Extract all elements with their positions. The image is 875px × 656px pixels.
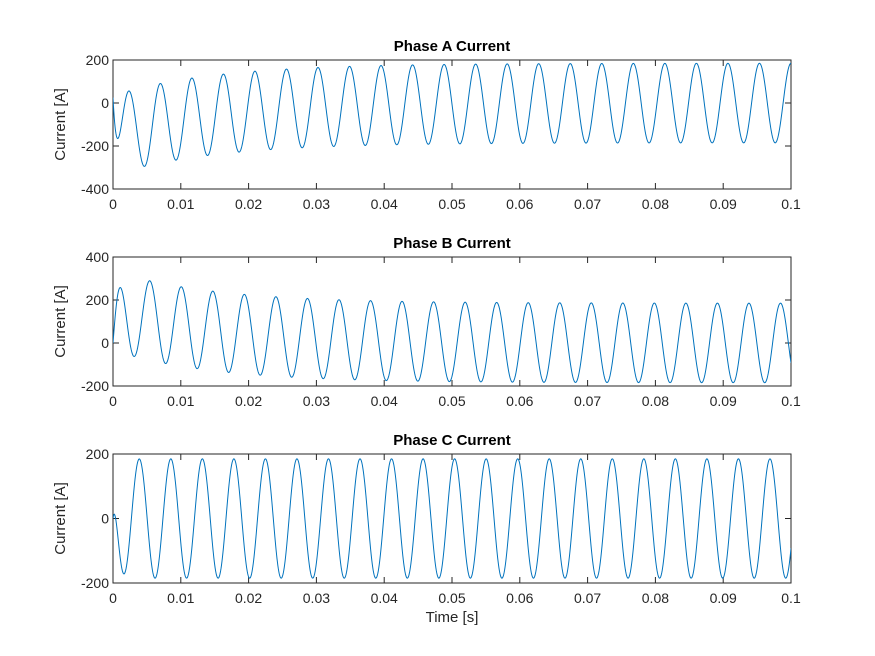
- chart-title: Phase C Current: [393, 432, 511, 449]
- x-tick-label: 0.04: [371, 196, 398, 212]
- series-line: [113, 280, 791, 384]
- x-tick-label: 0.06: [506, 393, 533, 409]
- y-tick-label: -400: [81, 181, 109, 197]
- x-tick-label: 0.01: [167, 590, 194, 606]
- y-tick-label: 0: [101, 335, 109, 351]
- x-tick-label: 0: [109, 393, 117, 409]
- x-tick-label: 0.06: [506, 590, 533, 606]
- x-tick-label: 0.02: [235, 590, 262, 606]
- y-tick-label: -200: [81, 378, 109, 394]
- x-tick-label: 0.08: [642, 393, 669, 409]
- x-tick-label: 0.1: [781, 196, 801, 212]
- x-tick-label: 0.03: [303, 590, 330, 606]
- subplot-1: Phase A Current 0 0.01 0.02 0.03 0.04 0.05 0.06…: [52, 38, 801, 212]
- subplot-2: Phase B Current 0 0.01 0.02 0.03 0.04 0.05 0.06…: [52, 235, 801, 409]
- x-tick-label: 0.01: [167, 196, 194, 212]
- x-axis-label: Time [s]: [426, 609, 479, 626]
- y-axis-label: Current [A]: [52, 88, 69, 161]
- x-tick-label: 0.07: [574, 196, 601, 212]
- x-tick-label: 0: [109, 196, 117, 212]
- series-line: [113, 458, 791, 579]
- x-tick-label: 0.09: [710, 393, 737, 409]
- x-tick-label: 0.02: [235, 393, 262, 409]
- y-tick-label: 200: [86, 446, 110, 462]
- x-tick-label: 0.01: [167, 393, 194, 409]
- x-tick-label: 0.04: [371, 590, 398, 606]
- y-tick-label: 400: [86, 249, 110, 265]
- x-tick-label: 0.1: [781, 393, 801, 409]
- x-tick-label: 0.05: [438, 590, 465, 606]
- x-tick-label: 0.09: [710, 196, 737, 212]
- x-tick-label: 0.03: [303, 196, 330, 212]
- y-tick-label: -200: [81, 138, 109, 154]
- axes-box: [112, 256, 792, 387]
- x-tick-label: 0.03: [303, 393, 330, 409]
- y-tick-label: 0: [101, 95, 109, 111]
- x-tick-label: 0.07: [574, 590, 601, 606]
- x-tick-label: 0.05: [438, 393, 465, 409]
- y-tick-label: 200: [86, 292, 110, 308]
- y-tick-label: 200: [86, 52, 110, 68]
- axes-box: [112, 59, 792, 190]
- y-tick-label: -200: [81, 575, 109, 591]
- x-tick-label: 0.06: [506, 196, 533, 212]
- x-tick-label: 0.04: [371, 393, 398, 409]
- y-axis-label: Current [A]: [52, 285, 69, 358]
- y-tick-label: 0: [101, 511, 109, 527]
- x-tick-label: 0.02: [235, 196, 262, 212]
- x-tick-label: 0.07: [574, 393, 601, 409]
- series-line: [113, 62, 791, 167]
- x-tick-label: 0.1: [781, 590, 801, 606]
- x-tick-label: 0.05: [438, 196, 465, 212]
- x-tick-label: 0.08: [642, 196, 669, 212]
- y-axis-label: Current [A]: [52, 482, 69, 555]
- chart-title: Phase B Current: [393, 235, 511, 252]
- x-tick-label: 0.08: [642, 590, 669, 606]
- x-tick-label: 0.09: [710, 590, 737, 606]
- chart-title: Phase A Current: [394, 38, 510, 55]
- x-tick-label: 0: [109, 590, 117, 606]
- subplot-3: Phase C Current 0 0.01 0.02 0.03 0.04 0.05 0.06…: [52, 432, 801, 626]
